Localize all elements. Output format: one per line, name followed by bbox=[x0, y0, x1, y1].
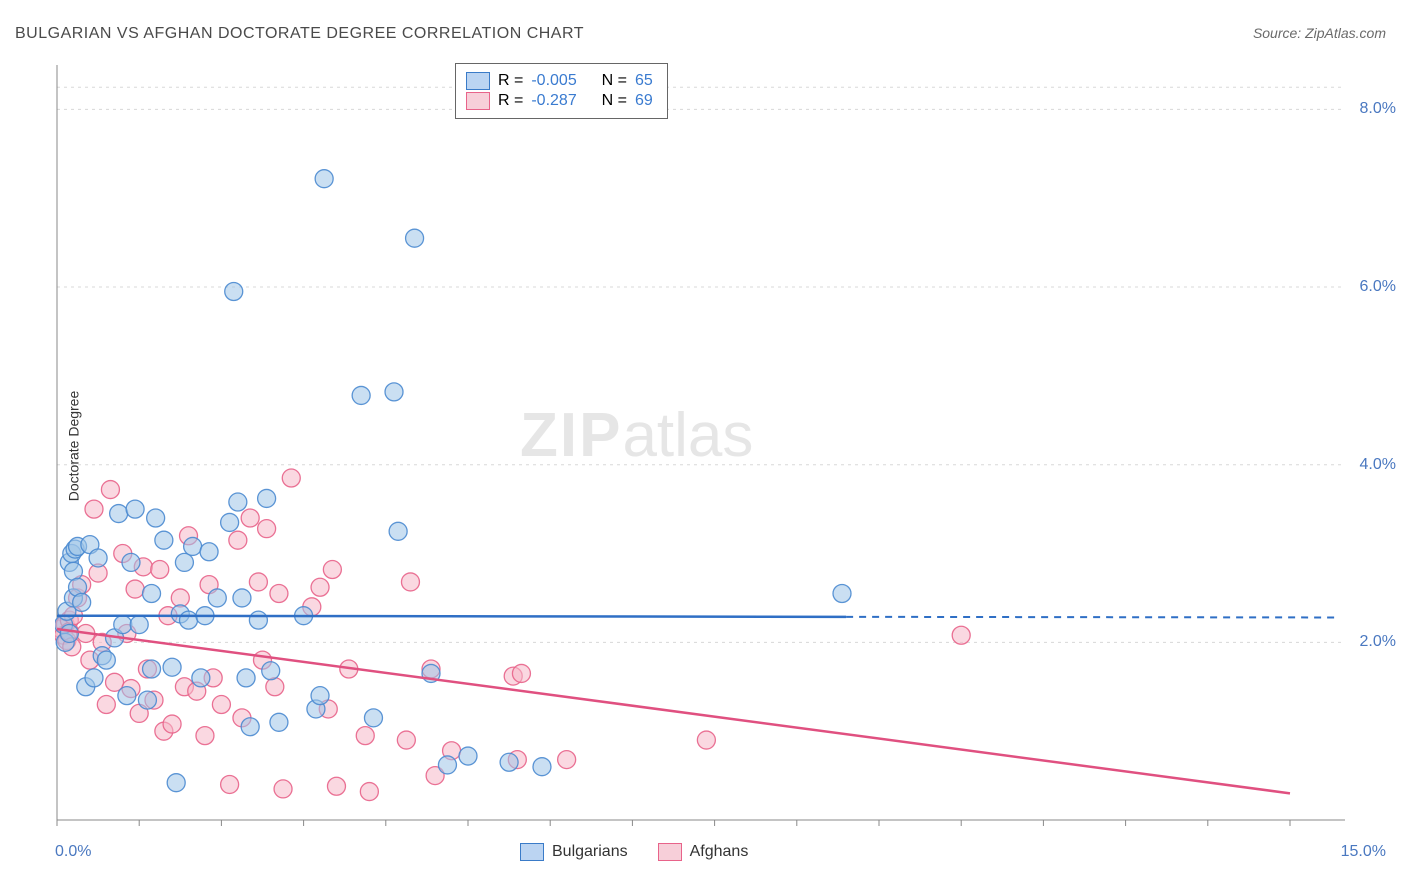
legend-item-bulgarians: Bulgarians bbox=[520, 843, 628, 861]
r-label: R = bbox=[498, 72, 523, 90]
y-tick-label: 4.0% bbox=[1360, 456, 1396, 474]
legend-row-afghans: R = -0.287 N = 69 bbox=[466, 92, 653, 110]
legend-stats-box: R = -0.005 N = 65 R = -0.287 N = 69 bbox=[455, 63, 668, 119]
x-tick-start: 0.0% bbox=[55, 843, 91, 861]
n-label: N = bbox=[602, 72, 627, 90]
swatch-pink-icon bbox=[466, 92, 490, 110]
r-value: -0.005 bbox=[531, 72, 576, 90]
legend-label: Bulgarians bbox=[552, 843, 628, 861]
r-label: R = bbox=[498, 92, 523, 110]
swatch-pink-icon bbox=[658, 843, 682, 861]
scatter-svg bbox=[55, 60, 1345, 830]
correlation-chart: BULGARIAN VS AFGHAN DOCTORATE DEGREE COR… bbox=[0, 0, 1406, 892]
chart-title: BULGARIAN VS AFGHAN DOCTORATE DEGREE COR… bbox=[15, 25, 584, 43]
source-attribution: Source: ZipAtlas.com bbox=[1253, 25, 1386, 41]
y-tick-label: 6.0% bbox=[1360, 278, 1396, 296]
legend-label: Afghans bbox=[690, 843, 749, 861]
plot-area bbox=[55, 60, 1345, 830]
n-value: 65 bbox=[635, 72, 653, 90]
n-label: N = bbox=[602, 92, 627, 110]
y-tick-label: 2.0% bbox=[1360, 633, 1396, 651]
swatch-blue-icon bbox=[520, 843, 544, 861]
legend-series: Bulgarians Afghans bbox=[520, 843, 748, 861]
y-tick-label: 8.0% bbox=[1360, 100, 1396, 118]
swatch-blue-icon bbox=[466, 72, 490, 90]
n-value: 69 bbox=[635, 92, 653, 110]
legend-row-bulgarians: R = -0.005 N = 65 bbox=[466, 72, 653, 90]
x-tick-end: 15.0% bbox=[1341, 843, 1386, 861]
r-value: -0.287 bbox=[531, 92, 576, 110]
legend-item-afghans: Afghans bbox=[658, 843, 749, 861]
